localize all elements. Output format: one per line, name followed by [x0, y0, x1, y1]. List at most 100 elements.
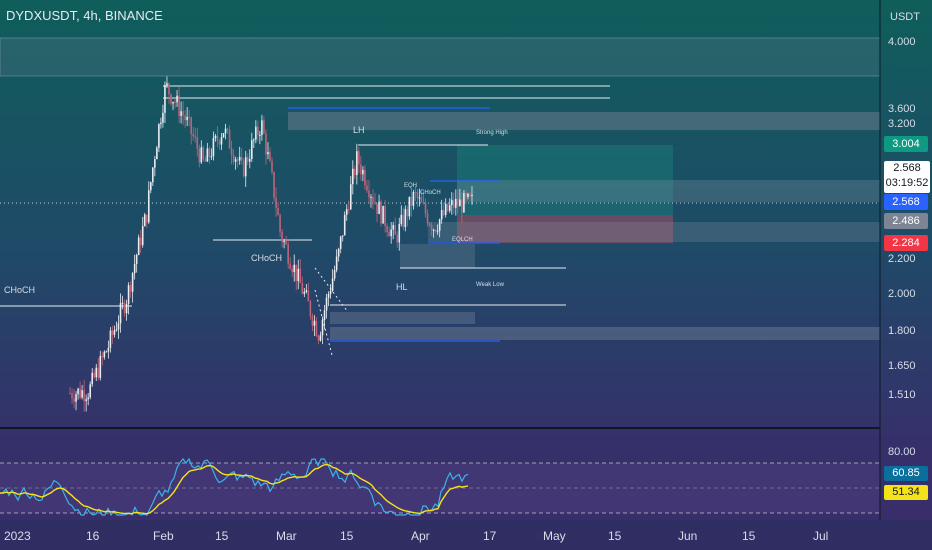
candle-body	[95, 367, 98, 378]
candle-body	[168, 83, 170, 95]
candle-body	[408, 196, 411, 217]
candle-body	[251, 140, 253, 159]
candle-body	[459, 199, 461, 207]
candle-body	[440, 210, 443, 220]
candle-body	[263, 120, 265, 134]
time-tick: May	[543, 529, 566, 543]
candle-body	[170, 94, 172, 104]
candle-body	[105, 351, 108, 353]
candle-body	[400, 214, 403, 224]
price-axis-ticks: 4.000 3.600 3.200 2.200 2.000 1.800 1.65…	[888, 36, 916, 401]
candle-body	[101, 355, 104, 358]
candle-body	[180, 111, 182, 117]
candle-body	[69, 393, 71, 394]
candle-body	[236, 159, 239, 161]
candle-body	[160, 122, 162, 125]
candle-body	[287, 244, 289, 264]
candle-body	[370, 196, 372, 198]
annotation-choch-2: CHoCH	[251, 253, 282, 263]
rsi-line	[0, 457, 469, 517]
candle-body	[275, 197, 277, 208]
time-tick: Jun	[678, 529, 697, 543]
candle-body	[368, 190, 370, 198]
trendline-lower	[314, 289, 333, 356]
liquidity-lines	[288, 107, 500, 342]
candle-body	[396, 234, 399, 243]
axis-currency: USDT	[890, 11, 920, 23]
candle-body	[321, 319, 324, 336]
price-tick: 3.200	[888, 118, 916, 130]
candle-body	[232, 155, 235, 162]
candle-body	[182, 111, 184, 116]
candle-body	[174, 101, 176, 103]
candle-body	[315, 320, 318, 337]
candle-body	[465, 193, 467, 197]
candle-body	[299, 268, 302, 284]
candle-body	[380, 201, 382, 224]
candle-body	[77, 388, 79, 395]
candle-body	[75, 394, 77, 402]
candle-body	[154, 159, 156, 168]
candle-body	[311, 316, 314, 326]
candle-body	[216, 135, 219, 141]
candle-body	[333, 270, 336, 279]
candle-body	[218, 140, 221, 145]
time-tick: Jul	[813, 529, 828, 543]
target-zone	[457, 145, 673, 215]
candle-body	[309, 301, 312, 317]
candle-body	[295, 264, 298, 282]
candle-body	[428, 223, 431, 226]
demand-zone-2	[330, 327, 880, 340]
candle-body	[125, 303, 128, 314]
candle-body	[196, 137, 199, 149]
annotation-lh: LH	[353, 125, 365, 135]
candle-body	[115, 329, 118, 331]
symbol-title[interactable]: DYDXUSDT, 4h, BINANCE	[6, 8, 163, 23]
candle-body	[388, 231, 390, 237]
time-tick: Apr	[411, 529, 430, 543]
candle-body	[265, 133, 267, 155]
candle-body	[283, 241, 285, 243]
candlesticks	[69, 76, 473, 412]
candle-body	[430, 225, 433, 231]
candle-body	[372, 196, 374, 203]
candle-body	[303, 291, 306, 294]
candle-body	[107, 347, 110, 352]
structure-lines	[0, 85, 610, 307]
last-price-countdown-box: 2.568 03:19:52	[884, 161, 930, 193]
candle-body	[434, 229, 437, 232]
demand-zone-1	[330, 312, 475, 324]
candle-body	[420, 197, 423, 203]
candle-body	[238, 156, 241, 161]
candle-body	[87, 397, 89, 400]
candle-body	[438, 219, 441, 231]
annotation-eqh: EQH	[404, 183, 417, 189]
candle-body	[186, 116, 188, 121]
candle-body	[123, 302, 126, 314]
candle-body	[257, 126, 259, 136]
candle-body	[240, 156, 243, 161]
candle-body	[337, 248, 340, 257]
candle-body	[343, 214, 346, 236]
price-tick: 2.000	[888, 288, 916, 300]
price-tag-target: 3.004	[884, 136, 928, 152]
candle-body	[360, 164, 362, 175]
candle-body	[162, 112, 164, 123]
candle-body	[297, 268, 300, 282]
candle-body	[426, 213, 429, 224]
candle-body	[194, 136, 197, 138]
rsi-tick: 80.00	[888, 446, 916, 458]
candle-body	[305, 290, 308, 292]
candle-body	[97, 367, 100, 378]
candle-body	[150, 182, 152, 191]
candle-body	[259, 134, 261, 136]
candle-body	[416, 192, 419, 199]
candle-body	[374, 202, 376, 204]
candle-body	[255, 126, 257, 140]
candle-body	[386, 225, 388, 232]
candle-body	[164, 85, 166, 113]
last-price-value: 2.568	[893, 162, 921, 174]
annotation-strong-high: Strong High	[476, 130, 508, 136]
candle-body	[404, 209, 407, 228]
